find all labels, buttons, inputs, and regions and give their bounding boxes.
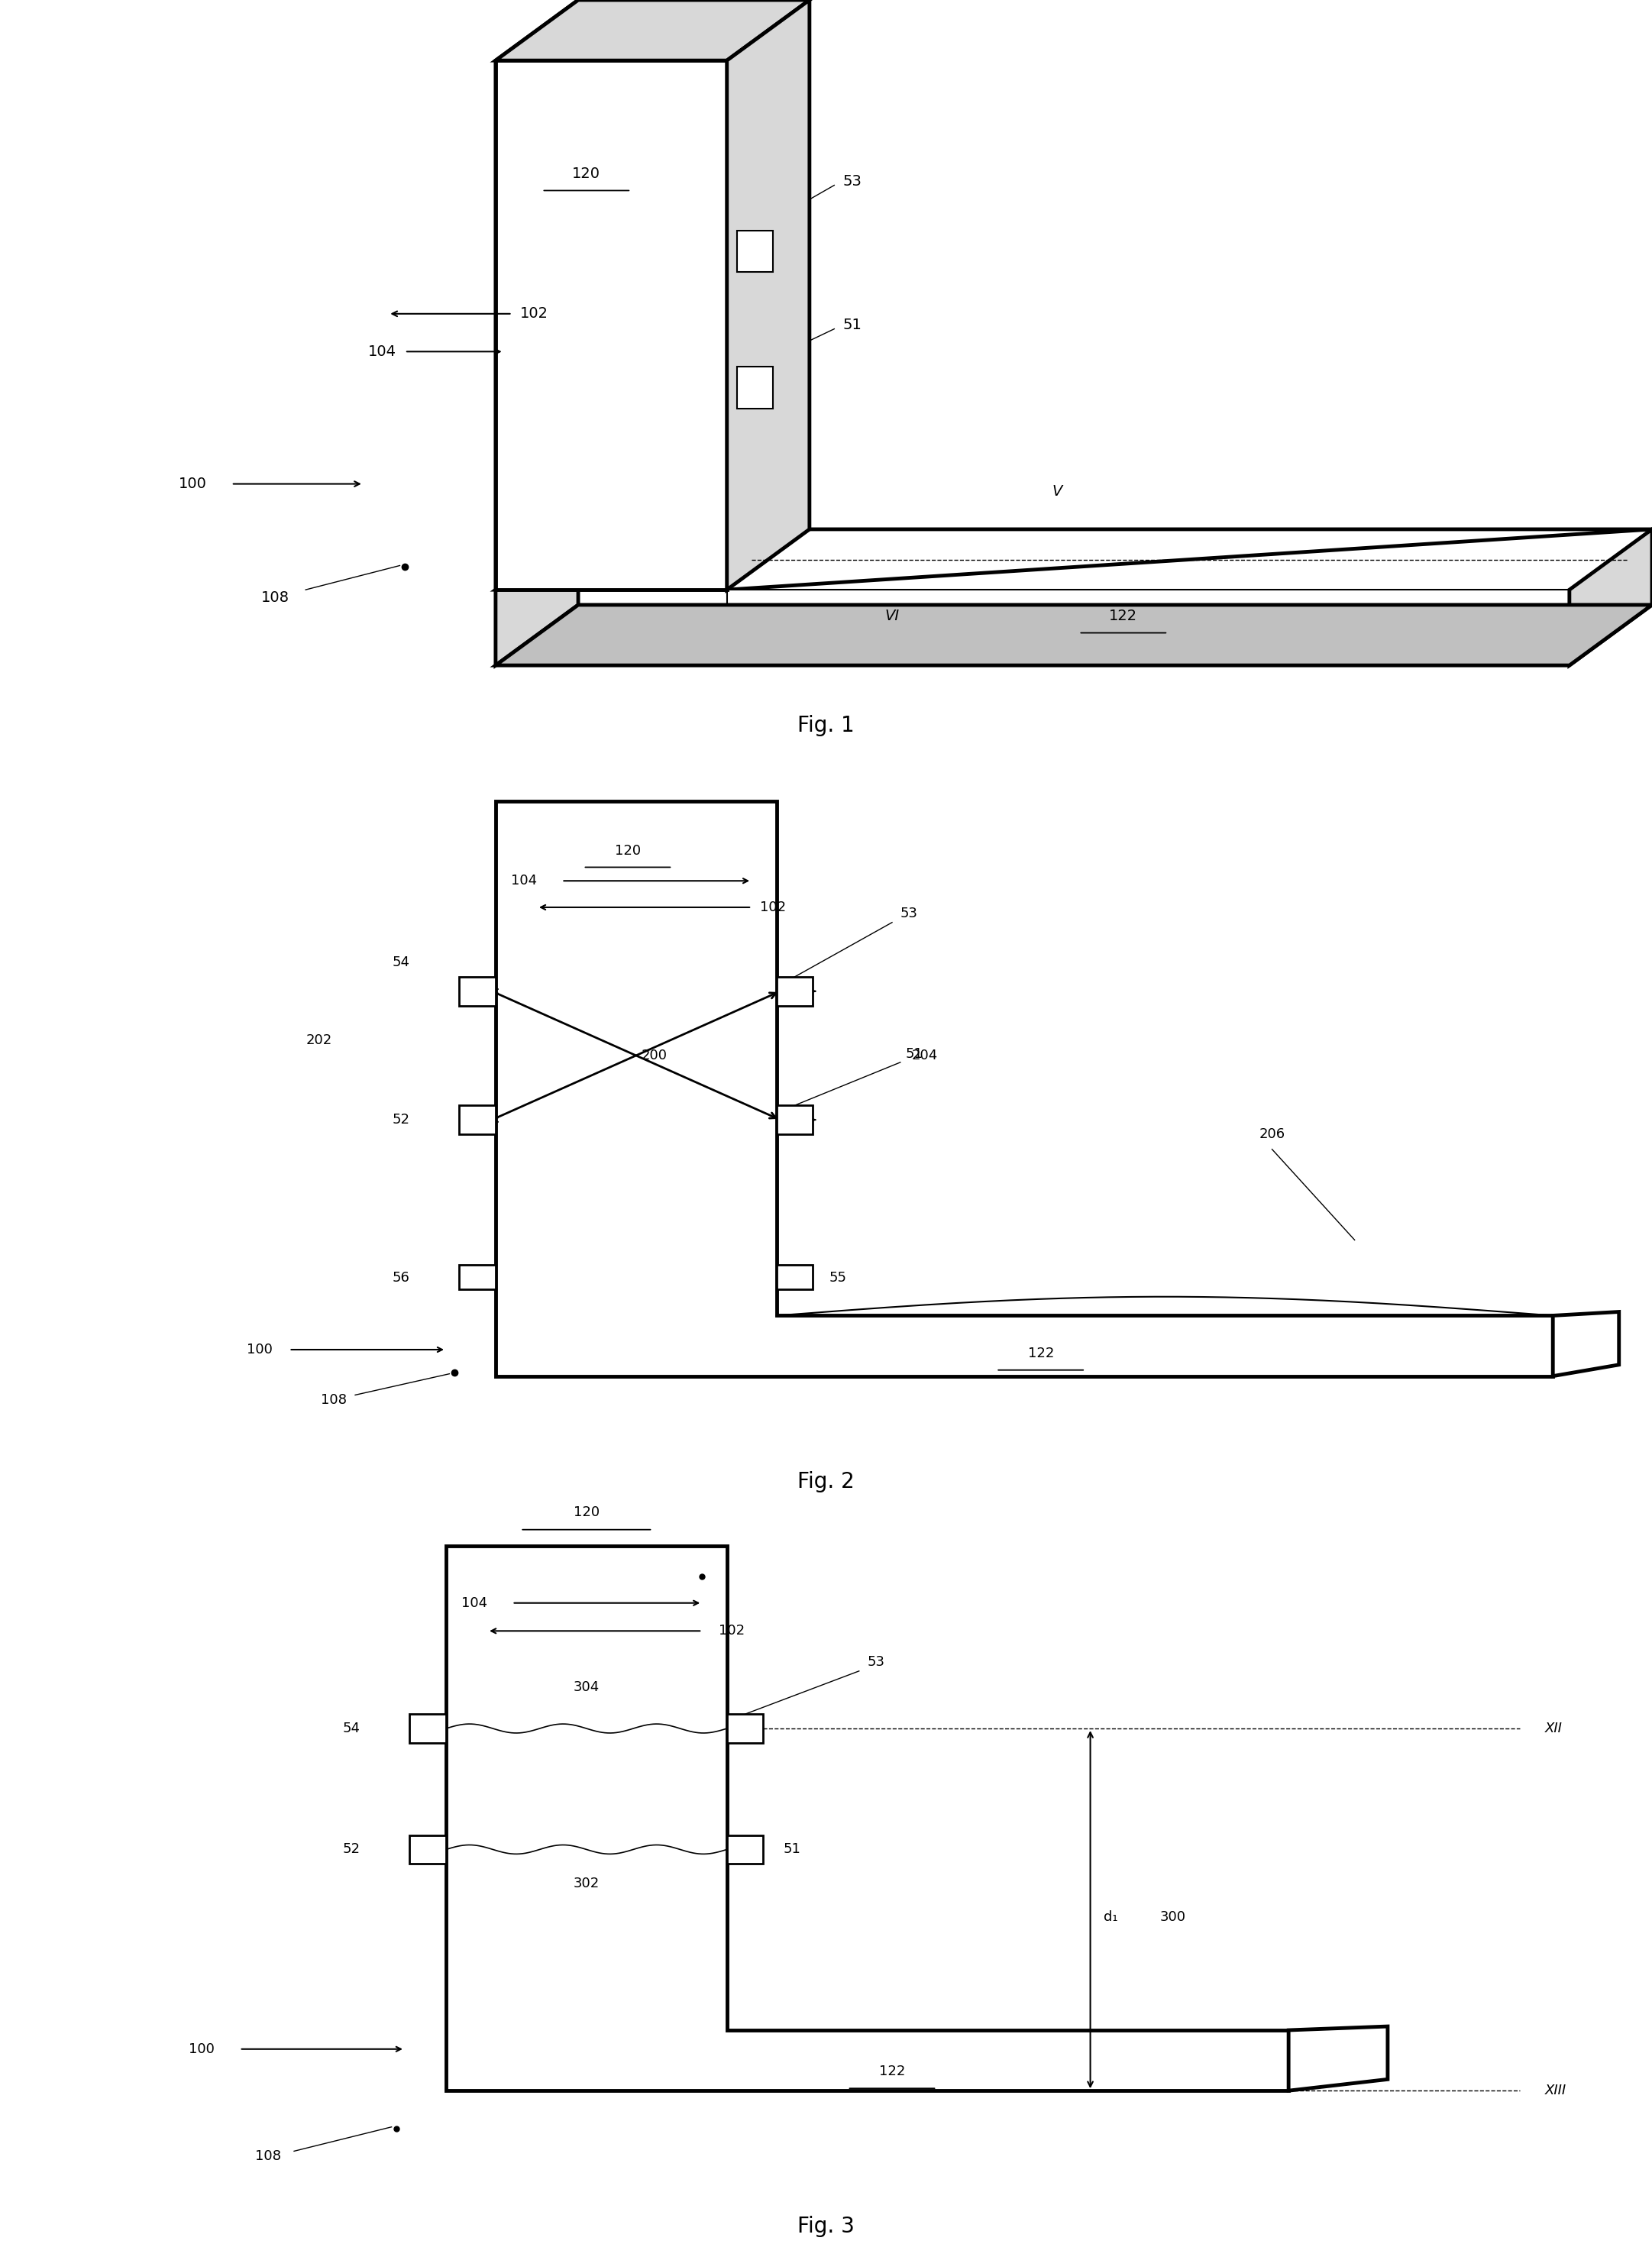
Text: 108: 108 xyxy=(254,2149,281,2162)
Text: 51: 51 xyxy=(783,1842,801,1855)
Text: 100: 100 xyxy=(188,2043,215,2056)
Bar xyxy=(727,1835,763,1864)
Polygon shape xyxy=(496,801,1553,1377)
Text: 55: 55 xyxy=(829,1271,847,1284)
Polygon shape xyxy=(496,530,1652,589)
Polygon shape xyxy=(496,61,727,589)
Text: 100: 100 xyxy=(178,476,206,492)
Text: 204: 204 xyxy=(912,1050,938,1063)
Text: XII: XII xyxy=(1545,1722,1563,1736)
Polygon shape xyxy=(496,605,1652,666)
Text: 52: 52 xyxy=(342,1842,360,1855)
Text: V: V xyxy=(1052,485,1062,499)
Polygon shape xyxy=(496,0,578,666)
Bar xyxy=(459,1106,496,1133)
Text: d₁: d₁ xyxy=(1104,1909,1118,1923)
Text: 100: 100 xyxy=(246,1343,273,1356)
Text: 120: 120 xyxy=(573,1505,600,1519)
Text: 302: 302 xyxy=(573,1876,600,1891)
Text: 54: 54 xyxy=(342,1722,360,1736)
Text: 300: 300 xyxy=(1160,1909,1186,1923)
Text: Fig. 2: Fig. 2 xyxy=(798,1472,854,1492)
Text: 120: 120 xyxy=(615,844,641,858)
Bar xyxy=(776,977,813,1007)
Bar xyxy=(459,1264,496,1289)
Text: 104: 104 xyxy=(510,873,537,887)
Text: 108: 108 xyxy=(320,1393,347,1406)
Polygon shape xyxy=(727,0,809,589)
Text: XIII: XIII xyxy=(1545,2083,1566,2097)
Text: 200: 200 xyxy=(641,1050,667,1063)
Text: 108: 108 xyxy=(261,589,289,605)
Text: Fig. 3: Fig. 3 xyxy=(798,2216,854,2237)
Polygon shape xyxy=(727,589,1569,666)
Text: 53: 53 xyxy=(843,174,862,190)
Text: 122: 122 xyxy=(879,2065,905,2079)
Polygon shape xyxy=(1289,2027,1388,2090)
Text: 102: 102 xyxy=(719,1625,745,1639)
Text: 56: 56 xyxy=(392,1271,410,1284)
Text: 104: 104 xyxy=(368,345,396,359)
Text: 122: 122 xyxy=(1028,1347,1054,1361)
Bar xyxy=(776,1264,813,1289)
Bar xyxy=(727,1713,763,1742)
Text: 120: 120 xyxy=(572,167,601,181)
Text: 51: 51 xyxy=(843,318,862,332)
Text: VI: VI xyxy=(885,609,899,623)
Text: 51: 51 xyxy=(905,1047,923,1061)
Text: 202: 202 xyxy=(306,1034,332,1047)
Text: Fig. 1: Fig. 1 xyxy=(798,715,854,736)
Polygon shape xyxy=(1569,530,1652,666)
Text: 304: 304 xyxy=(573,1679,600,1693)
Bar xyxy=(459,977,496,1007)
Text: 54: 54 xyxy=(392,955,410,968)
Bar xyxy=(737,230,773,273)
Text: 52: 52 xyxy=(392,1113,410,1126)
Text: 122: 122 xyxy=(1108,609,1138,623)
Bar xyxy=(776,1106,813,1133)
Bar xyxy=(410,1713,446,1742)
Text: 206: 206 xyxy=(1259,1126,1285,1142)
Text: 104: 104 xyxy=(461,1596,487,1609)
Bar xyxy=(410,1835,446,1864)
Polygon shape xyxy=(1553,1311,1619,1377)
Bar xyxy=(737,366,773,409)
Text: 102: 102 xyxy=(520,307,548,320)
Text: 102: 102 xyxy=(760,901,786,914)
Text: 53: 53 xyxy=(867,1654,885,1668)
Polygon shape xyxy=(446,1546,1289,2090)
Text: 53: 53 xyxy=(900,907,919,921)
Polygon shape xyxy=(496,0,809,61)
